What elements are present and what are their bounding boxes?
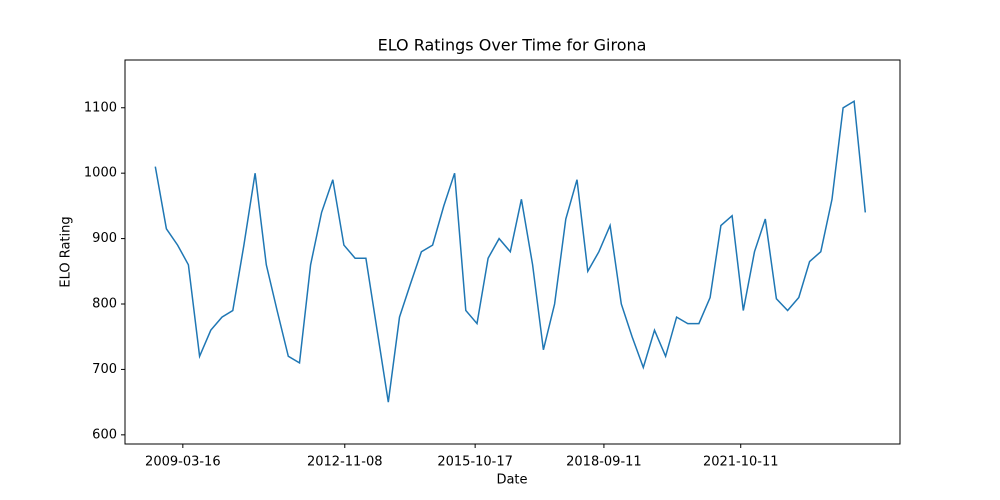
y-tick-label: 900 bbox=[92, 231, 117, 246]
x-tick-label: 2018-09-11 bbox=[566, 455, 642, 470]
y-tick-label: 600 bbox=[92, 427, 117, 442]
y-tick-label: 1000 bbox=[84, 166, 117, 181]
y-tick-label: 1100 bbox=[84, 100, 117, 115]
data-line bbox=[154, 99, 867, 403]
y-tick-label: 800 bbox=[92, 297, 117, 312]
y-tick-label: 700 bbox=[92, 362, 117, 377]
x-tick-label: 2009-03-16 bbox=[145, 455, 221, 470]
x-tick-label: 2012-11-08 bbox=[307, 455, 383, 470]
x-tick-label: 2015-10-17 bbox=[437, 455, 513, 470]
y-axis-label: ELO Rating bbox=[59, 216, 74, 287]
axes-frame bbox=[124, 59, 901, 445]
x-tick-label: 2021-10-11 bbox=[703, 455, 779, 470]
x-axis-label: Date bbox=[496, 473, 527, 488]
chart-title: ELO Ratings Over Time for Girona bbox=[378, 36, 647, 55]
